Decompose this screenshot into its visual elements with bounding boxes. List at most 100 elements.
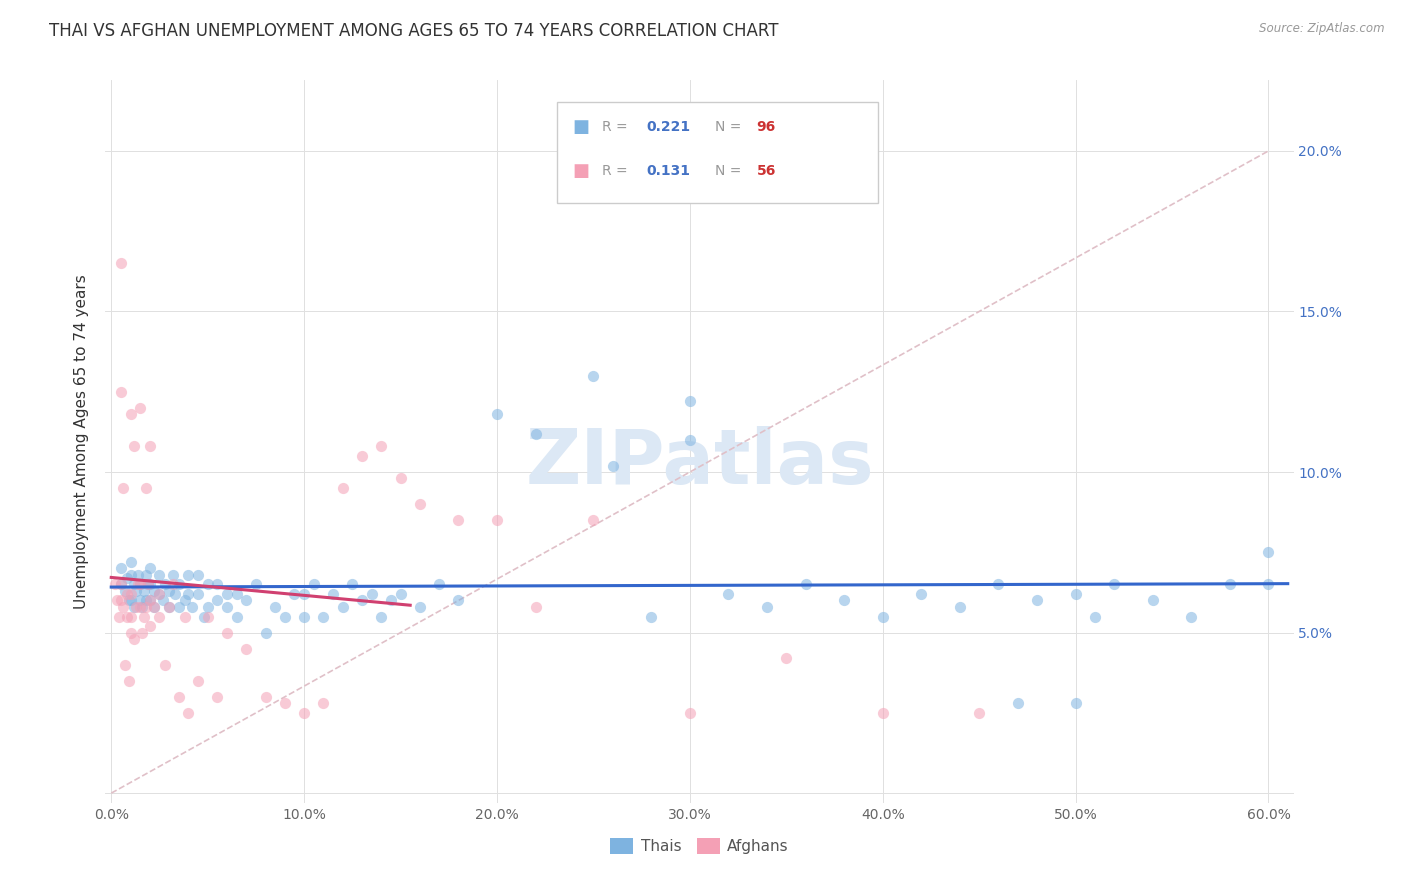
- Point: [135, 481, 157, 495]
- Point: [409, 599, 432, 614]
- Point: [207, 577, 229, 591]
- Point: [1219, 577, 1241, 591]
- Point: [139, 593, 162, 607]
- Point: [717, 587, 740, 601]
- Point: [129, 593, 152, 607]
- Point: [148, 567, 170, 582]
- Point: [139, 577, 162, 591]
- Point: [111, 481, 134, 495]
- Point: [207, 690, 229, 704]
- Point: [1084, 609, 1107, 624]
- Text: R =: R =: [602, 163, 633, 178]
- Point: [283, 587, 305, 601]
- Point: [197, 599, 219, 614]
- Point: [1180, 609, 1202, 624]
- Point: [602, 458, 624, 473]
- Point: [163, 587, 186, 601]
- Text: N =: N =: [714, 163, 745, 178]
- Point: [115, 587, 138, 601]
- Point: [125, 583, 148, 598]
- Text: 96: 96: [756, 120, 776, 134]
- Point: [312, 696, 335, 710]
- Point: [152, 593, 174, 607]
- Text: N =: N =: [714, 120, 745, 134]
- Point: [110, 561, 132, 575]
- Point: [155, 657, 177, 672]
- Point: [135, 593, 157, 607]
- Text: THAI VS AFGHAN UNEMPLOYMENT AMONG AGES 65 TO 74 YEARS CORRELATION CHART: THAI VS AFGHAN UNEMPLOYMENT AMONG AGES 6…: [49, 22, 779, 40]
- Point: [142, 583, 165, 598]
- Text: ■: ■: [572, 119, 589, 136]
- Point: [332, 599, 354, 614]
- Point: [155, 577, 177, 591]
- Point: [117, 673, 139, 688]
- Point: [124, 632, 146, 646]
- Point: [104, 577, 127, 591]
- Point: [524, 426, 547, 441]
- Point: [225, 587, 247, 601]
- Point: [139, 561, 162, 575]
- Point: [142, 599, 165, 614]
- Point: [117, 593, 139, 607]
- Point: [679, 706, 702, 720]
- Point: [582, 513, 605, 527]
- Text: ■: ■: [572, 161, 589, 179]
- Point: [115, 571, 138, 585]
- Point: [120, 407, 142, 421]
- Text: 0.221: 0.221: [645, 120, 690, 134]
- Text: ZIPatlas: ZIPatlas: [526, 426, 873, 500]
- Point: [427, 577, 450, 591]
- Point: [132, 609, 155, 624]
- Point: [187, 587, 209, 601]
- FancyBboxPatch shape: [557, 102, 877, 203]
- Point: [370, 439, 392, 453]
- Point: [124, 577, 146, 591]
- Point: [148, 609, 170, 624]
- Text: 56: 56: [756, 163, 776, 178]
- Point: [832, 593, 855, 607]
- Point: [167, 690, 190, 704]
- Point: [110, 577, 132, 591]
- Point: [148, 587, 170, 601]
- Point: [181, 599, 204, 614]
- Point: [332, 481, 354, 495]
- Point: [197, 577, 219, 591]
- Point: [225, 609, 247, 624]
- Point: [215, 599, 238, 614]
- Point: [167, 577, 190, 591]
- Point: [254, 625, 277, 640]
- Point: [129, 577, 152, 591]
- Point: [132, 583, 155, 598]
- Point: [110, 384, 132, 399]
- Point: [350, 593, 373, 607]
- Point: [111, 599, 134, 614]
- Point: [524, 599, 547, 614]
- Point: [120, 587, 142, 601]
- Point: [167, 599, 190, 614]
- Point: [350, 449, 373, 463]
- Text: R =: R =: [602, 120, 633, 134]
- Point: [292, 587, 315, 601]
- Point: [1064, 587, 1087, 601]
- Point: [124, 599, 146, 614]
- Point: [129, 577, 152, 591]
- Point: [775, 651, 797, 665]
- Point: [987, 577, 1010, 591]
- Point: [215, 587, 238, 601]
- Point: [173, 593, 195, 607]
- Point: [136, 577, 159, 591]
- Point: [485, 513, 508, 527]
- Point: [1007, 696, 1029, 710]
- Point: [157, 599, 180, 614]
- Point: [447, 593, 470, 607]
- Point: [794, 577, 817, 591]
- Point: [389, 587, 412, 601]
- Text: 0.131: 0.131: [645, 163, 690, 178]
- Point: [322, 587, 344, 601]
- Point: [115, 609, 138, 624]
- Point: [120, 625, 142, 640]
- Point: [157, 599, 180, 614]
- Legend: Thais, Afghans: Thais, Afghans: [605, 832, 794, 860]
- Point: [207, 593, 229, 607]
- Point: [292, 609, 315, 624]
